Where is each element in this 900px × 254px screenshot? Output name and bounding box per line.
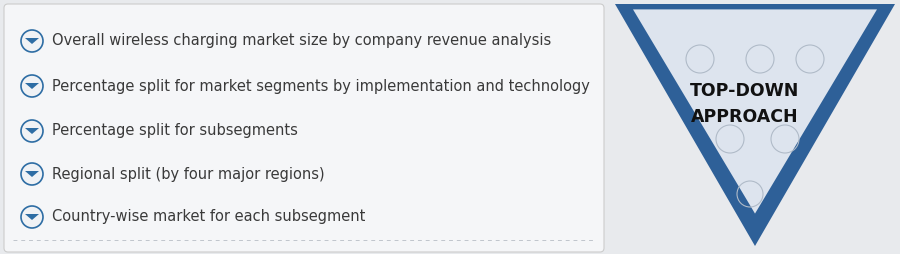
Polygon shape [25,128,39,134]
Text: Percentage split for market segments by implementation and technology: Percentage split for market segments by … [52,78,590,93]
Circle shape [21,163,43,185]
Polygon shape [25,214,39,220]
Circle shape [21,206,43,228]
Polygon shape [25,171,39,177]
Circle shape [21,120,43,142]
Polygon shape [25,38,39,44]
Text: Percentage split for subsegments: Percentage split for subsegments [52,123,298,138]
Polygon shape [755,4,895,246]
Polygon shape [25,83,39,89]
Circle shape [21,30,43,52]
Text: TOP-DOWN
APPROACH: TOP-DOWN APPROACH [690,83,800,125]
Text: Regional split (by four major regions): Regional split (by four major regions) [52,167,325,182]
Text: Country-wise market for each subsegment: Country-wise market for each subsegment [52,210,365,225]
Circle shape [21,75,43,97]
FancyBboxPatch shape [4,4,604,252]
Text: Overall wireless charging market size by company revenue analysis: Overall wireless charging market size by… [52,34,551,49]
Polygon shape [615,4,895,246]
Polygon shape [633,9,877,214]
